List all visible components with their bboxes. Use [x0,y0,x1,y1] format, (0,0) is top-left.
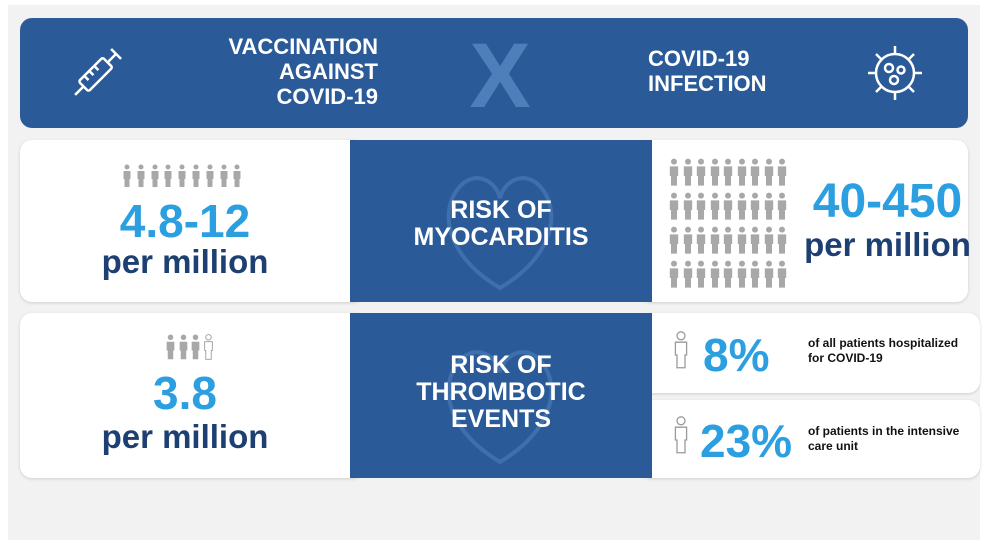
infection-note: for COVID-19 [808,352,883,364]
row-label: MYOCARDITIS [350,225,652,250]
person-icon [695,158,707,187]
person-icon [219,164,229,188]
person-icon [136,164,146,188]
header-title: COVID-19 [200,86,378,108]
person-icon [695,226,707,255]
row-label: THROMBOTIC [350,380,652,405]
person-icon [682,226,694,255]
person-icon [673,416,689,454]
person-icon [163,164,173,188]
person-icon [709,260,721,289]
person-icon [722,158,734,187]
person-icon [668,260,680,289]
page: VACCINATION AGAINST COVID-19 X COVID-19 … [0,0,987,545]
virus-icon [858,38,933,108]
person-icon [668,158,680,187]
person-icon [749,226,761,255]
person-icon [763,192,775,221]
row-label: RISK OF [350,198,652,223]
person-icon [749,158,761,187]
header-title: INFECTION [648,73,767,95]
person-icon [776,192,788,221]
person-icon [749,260,761,289]
row-label: RISK OF [350,353,652,378]
person-icon [682,260,694,289]
infection-value: 8% [703,332,769,378]
person-icon [709,158,721,187]
infection-note: care unit [808,440,858,452]
person-icon [190,334,201,360]
header-title: COVID-19 [648,48,749,70]
person-icon [165,334,176,360]
person-icon [736,260,748,289]
person-icon [722,260,734,289]
person-icon [763,226,775,255]
infection-value: 23% [700,418,792,464]
syringe-icon [60,38,135,108]
person-icon [203,334,214,360]
person-icon [695,192,707,221]
person-icon [776,226,788,255]
person-icon [122,164,132,188]
person-icon [736,192,748,221]
infection-unit: per million [800,228,975,261]
person-icon [722,226,734,255]
versus-mark: X [450,30,550,122]
header-title: VACCINATION [200,36,378,58]
infection-note: of all patients hospitalized [808,337,958,349]
person-icon [722,192,734,221]
vaccine-unit: per million [20,420,350,453]
person-icon [232,164,242,188]
vaccine-unit: per million [20,245,350,278]
person-icon [682,192,694,221]
person-icon [191,164,201,188]
person-icon [673,331,689,369]
row-label: EVENTS [350,407,652,432]
person-icon [668,226,680,255]
person-icon [763,158,775,187]
vaccine-value: 4.8-12 [20,198,350,244]
infection-value: 40-450 [800,178,975,226]
person-icon [749,192,761,221]
person-icon [709,226,721,255]
person-icon [776,158,788,187]
person-icon [177,164,187,188]
person-icon [150,164,160,188]
infection-note: of patients in the intensive [808,425,959,437]
person-icon [736,158,748,187]
person-icon [668,192,680,221]
person-icon [763,260,775,289]
person-icon [205,164,215,188]
person-icon [682,158,694,187]
header-title: AGAINST [200,61,378,83]
person-icon [709,192,721,221]
vaccine-value: 3.8 [20,370,350,416]
person-icon [776,260,788,289]
person-icon [736,226,748,255]
person-icon [178,334,189,360]
person-icon [695,260,707,289]
